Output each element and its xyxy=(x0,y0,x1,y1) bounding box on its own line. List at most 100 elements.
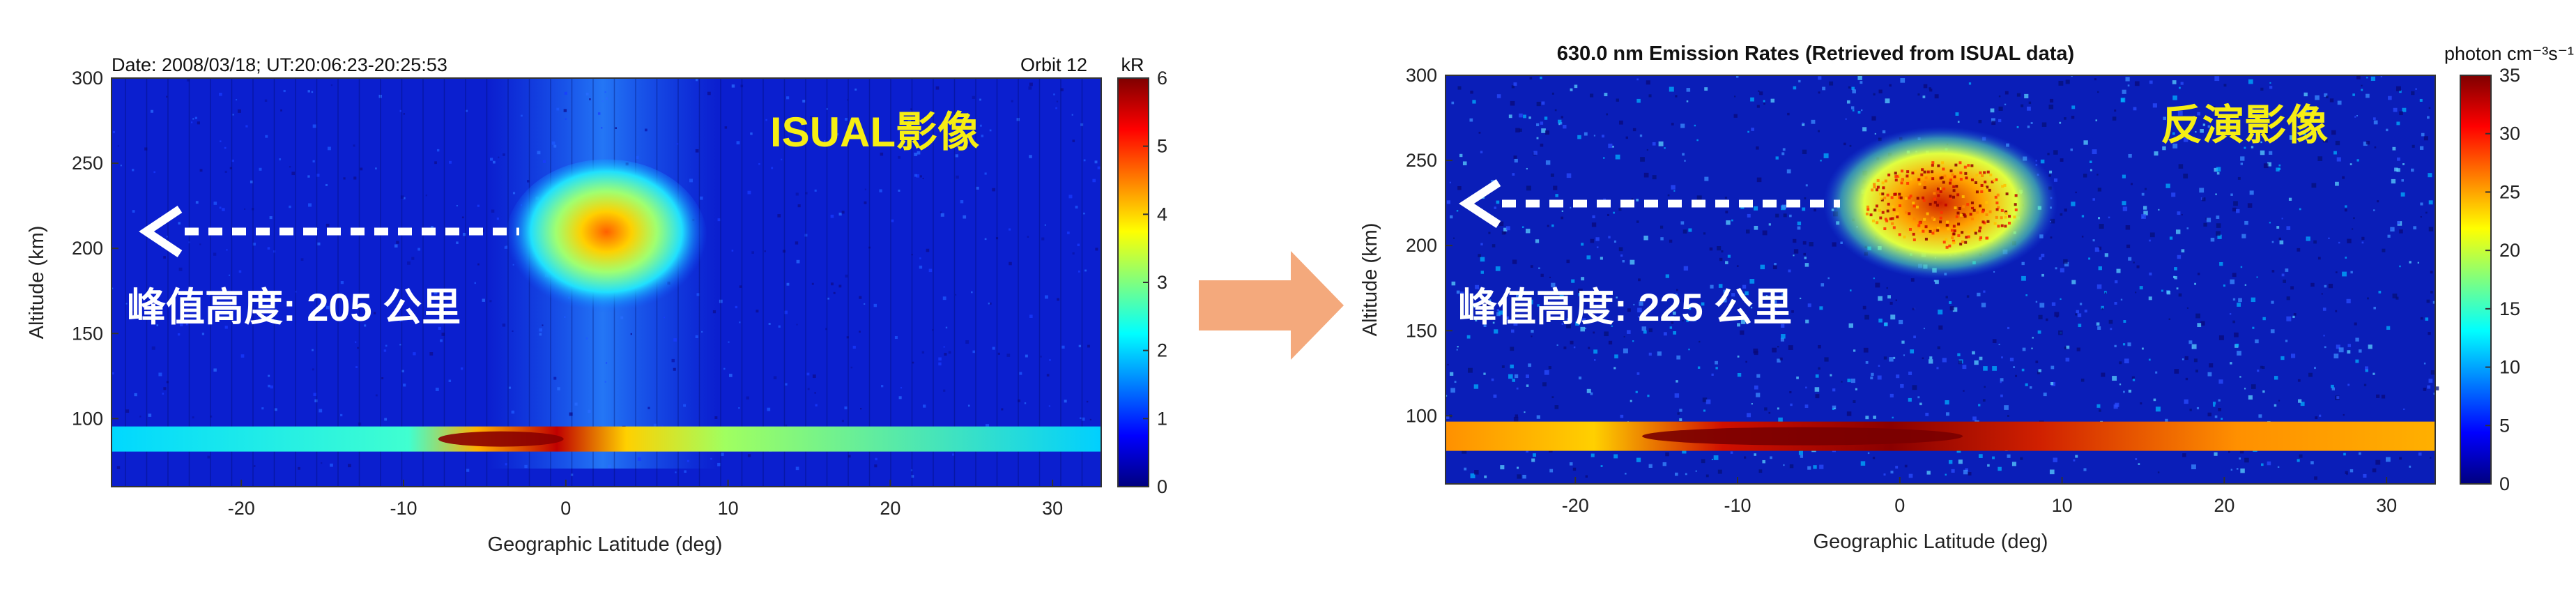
right-noise-speckle xyxy=(2395,296,2399,300)
left-noise-speckle xyxy=(1001,408,1004,411)
right-noise-speckle xyxy=(1450,388,1455,393)
right-noise-speckle xyxy=(1581,243,1584,246)
right-noise-speckle xyxy=(2396,168,2400,172)
left-noise-speckle xyxy=(151,346,155,350)
right-noise-speckle xyxy=(2338,241,2340,244)
right-noise-speckle xyxy=(1797,226,1801,230)
right-noise-speckle xyxy=(1788,269,1791,273)
right-noise-speckle xyxy=(2386,128,2389,132)
right-noise-speckle xyxy=(1878,89,1883,93)
right-noise-speckle xyxy=(1882,130,1886,134)
left-noise-speckle xyxy=(1046,374,1050,377)
left-noise-speckle xyxy=(219,93,222,96)
right-noise-speckle xyxy=(2045,318,2048,321)
left-noise-speckle xyxy=(976,186,979,190)
right-noise-speckle xyxy=(2420,215,2422,218)
left-noise-speckle xyxy=(190,121,193,123)
right-noise-speckle xyxy=(2071,280,2076,284)
right-noise-speckle xyxy=(2165,418,2168,423)
right-noise-speckle xyxy=(2271,241,2274,243)
left-noise-speckle xyxy=(814,392,816,394)
right-noise-speckle xyxy=(2021,261,2025,266)
left-colorbar-tick-label: 3 xyxy=(1157,272,1167,293)
left-noise-speckle xyxy=(1089,418,1091,420)
right-noise-speckle xyxy=(1849,289,1852,291)
left-noise-speckle xyxy=(1029,82,1033,86)
right-noise-speckle xyxy=(2066,345,2070,349)
right-patch-speckle xyxy=(1935,204,1939,207)
right-noise-speckle xyxy=(2136,265,2140,268)
right-noise-speckle xyxy=(1643,330,1647,334)
right-noise-speckle xyxy=(1512,259,1517,264)
right-noise-speckle xyxy=(1742,284,1747,289)
right-noise-speckle xyxy=(1998,106,2003,111)
right-noise-speckle xyxy=(2166,290,2171,295)
left-noise-speckle xyxy=(117,145,119,147)
right-noise-speckle xyxy=(1531,458,1535,462)
right-noise-speckle xyxy=(2214,452,2218,456)
right-noise-speckle xyxy=(1736,265,1739,267)
right-patch-speckle xyxy=(1931,161,1935,165)
left-noise-speckle xyxy=(1009,228,1011,231)
right-noise-speckle xyxy=(1684,160,1686,162)
right-noise-speckle xyxy=(1768,411,1771,414)
right-noise-speckle xyxy=(1890,471,1894,474)
left-noise-speckle xyxy=(542,160,546,163)
right-noise-speckle xyxy=(1777,358,1781,363)
right-patch-speckle xyxy=(1929,229,1932,233)
right-noise-speckle xyxy=(1938,325,1943,330)
right-noise-speckle xyxy=(1459,153,1463,158)
right-noise-speckle xyxy=(2363,473,2367,478)
right-patch-speckle xyxy=(1900,181,1903,185)
right-patch-speckle xyxy=(1892,226,1896,229)
right-patch-speckle xyxy=(1876,185,1880,189)
right-patch-speckle xyxy=(1993,222,1997,225)
right-noise-speckle xyxy=(2395,86,2401,91)
right-noise-speckle xyxy=(1874,132,1876,135)
right-noise-speckle xyxy=(1782,148,1786,151)
right-patch-speckle xyxy=(1901,179,1904,183)
left-noise-speckle xyxy=(719,299,723,303)
left-noise-speckle xyxy=(739,321,741,324)
right-patch-speckle xyxy=(1918,221,1922,225)
right-noise-speckle xyxy=(1580,326,1585,332)
left-noise-speckle xyxy=(219,206,222,209)
right-patch-speckle xyxy=(1909,195,1912,198)
right-noise-speckle xyxy=(1608,340,1613,345)
left-noise-speckle xyxy=(1057,298,1059,301)
right-noise-speckle xyxy=(1636,372,1640,375)
right-noise-speckle xyxy=(1590,302,1593,305)
left-noise-speckle xyxy=(254,465,256,467)
left-noise-speckle xyxy=(932,329,934,331)
right-noise-speckle xyxy=(1496,312,1501,317)
left-noise-speckle xyxy=(859,296,862,299)
left-noise-speckle xyxy=(556,107,560,111)
right-noise-speckle xyxy=(2064,117,2067,120)
right-noise-speckle xyxy=(2335,181,2339,186)
right-noise-speckle xyxy=(1469,118,1473,122)
right-noise-speckle xyxy=(2128,389,2132,393)
left-noise-speckle xyxy=(859,330,861,333)
left-noise-speckle xyxy=(935,86,940,90)
right-noise-speckle xyxy=(2037,371,2040,374)
right-noise-speckle xyxy=(1993,271,1995,273)
right-patch-speckle xyxy=(1873,208,1877,212)
left-noise-speckle xyxy=(919,257,921,259)
right-noise-speckle xyxy=(2048,105,2054,109)
right-noise-speckle xyxy=(1701,302,1705,306)
right-noise-speckle xyxy=(1566,318,1570,321)
right-panel: 630.0 nm Emission Rates (Retrieved from … xyxy=(1359,43,2574,553)
right-noise-speckle xyxy=(1798,79,1801,83)
left-noise-speckle xyxy=(687,459,689,462)
right-noise-speckle xyxy=(2058,330,2063,335)
left-noise-speckle xyxy=(330,84,333,86)
right-noise-speckle xyxy=(2075,455,2078,458)
right-noise-speckle xyxy=(1480,271,1484,274)
right-noise-speckle xyxy=(1803,252,1806,256)
right-noise-speckle xyxy=(1483,324,1487,328)
right-noise-speckle xyxy=(1895,466,1899,469)
right-patch-speckle xyxy=(1894,172,1897,175)
right-noise-speckle xyxy=(2373,209,2375,211)
left-noise-speckle xyxy=(325,305,330,310)
